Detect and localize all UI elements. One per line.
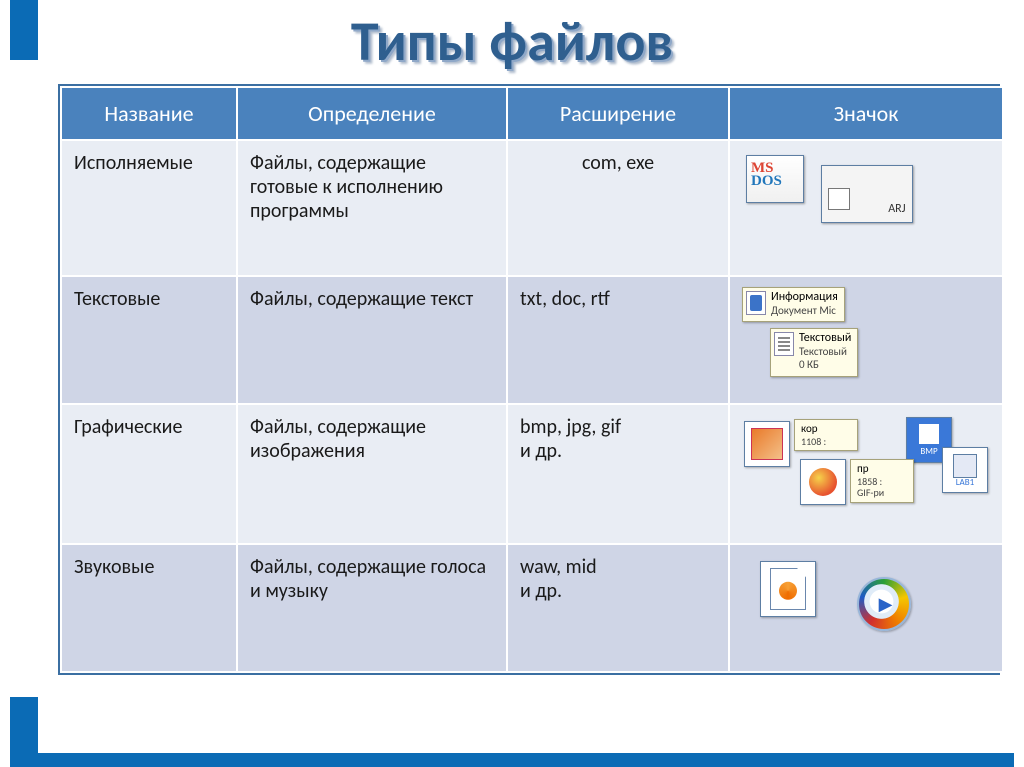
cell-name: Звуковые [61,544,237,672]
tt-title: Текстовый [799,332,851,346]
img-tooltip: кор 1108 : [794,419,858,451]
ext-main: txt, doc, rtf [520,287,716,311]
cell-name: Графические [61,404,237,544]
cell-icons: MS DOS ARJ [729,140,1003,276]
table-row: Звуковые Файлы, содержащие голоса и музы… [61,544,1003,672]
cell-name: Текстовые [61,276,237,404]
cell-icons: кор 1108 : пр 1858 : GIF-ри [729,404,1003,544]
cell-extension: txt, doc, rtf [507,276,729,404]
lab-file-icon [942,447,988,493]
word-icon [746,291,766,315]
ext-sub: и др. [520,579,716,603]
cell-definition: Файлы, содержащие голоса и музыку [237,544,507,672]
media-player-icon [857,577,911,631]
cell-extension: com, exe [507,140,729,276]
audio-file-icon [760,561,816,617]
ext-sub: и др. [520,439,716,463]
page-title: Типы файлов [0,8,1024,76]
arj-window-icon: ARJ [821,165,913,223]
cell-definition: Файлы, содержащие текст [237,276,507,404]
table-row: Графические Файлы, содержащие изображени… [61,404,1003,544]
tt-line: Текстовый [799,345,847,358]
cell-definition: Файлы, содержащие изображения [237,404,507,544]
slide: Типы файлов Название Определение Расшире… [0,0,1024,767]
image-thumb-icon [744,421,790,467]
tt-title: Информация [771,291,838,305]
ext-main: bmp, jpg, gif [520,415,716,439]
image-thumb-icon [800,459,846,505]
cell-icons: Информация Документ Mic Текстовый Тексто… [729,276,1003,404]
gif-tooltip: пр 1858 : GIF-ри [850,459,914,503]
tt-line2: GIF-ри [857,486,884,499]
col-definition: Определение [237,87,507,140]
ext-main: waw, mid [520,555,716,579]
col-name: Название [61,87,237,140]
table-row: Текстовые Файлы, содержащие текст txt, d… [61,276,1003,404]
table-row: Исполняемые Файлы, содержащие готовые к … [61,140,1003,276]
cell-name: Исполняемые [61,140,237,276]
cell-extension: waw, mid и др. [507,544,729,672]
ext-main: com, exe [520,151,716,175]
cell-extension: bmp, jpg, gif и др. [507,404,729,544]
col-icon: Значок [729,87,1003,140]
arj-label: ARJ [888,202,905,216]
col-extension: Расширение [507,87,729,140]
word-doc-tooltip: Информация Документ Mic [742,287,845,322]
tt-line2: 0 КБ [799,358,819,371]
msdos-icon: MS DOS [746,155,804,203]
msdos-bottom: DOS [751,175,799,188]
txt-icon [774,332,794,356]
cell-definition: Файлы, содержащие готовые к исполнению п… [237,140,507,276]
txt-doc-tooltip: Текстовый Текстовый 0 КБ [770,328,858,376]
table-header-row: Название Определение Расширение Значок [61,87,1003,140]
file-types-table: Название Определение Расширение Значок И… [58,84,1000,675]
tt-line: 1108 : [801,435,826,448]
accent-bar-bottom [10,753,1014,767]
cell-icons [729,544,1003,672]
tt-line: Документ Mic [771,304,836,317]
